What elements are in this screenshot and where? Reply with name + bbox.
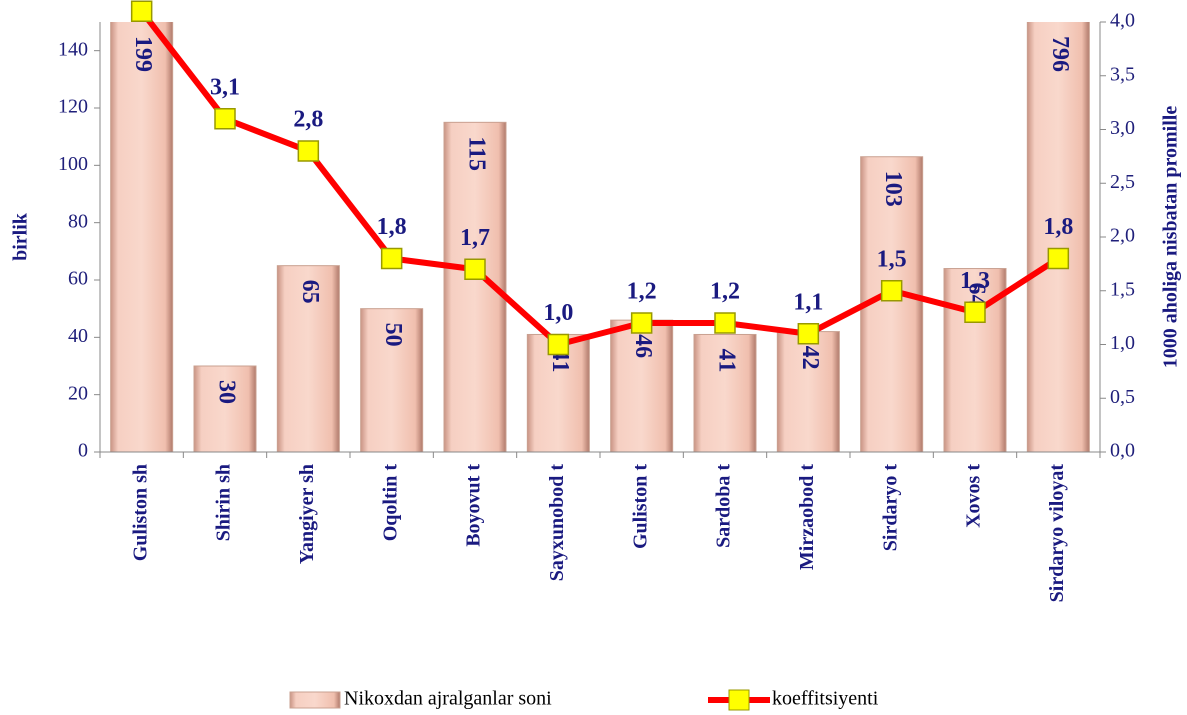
- bar-value-label: 42: [797, 346, 823, 370]
- line-marker: [1047, 247, 1070, 270]
- bar-value-label: 796: [1047, 36, 1073, 72]
- y-tick-label: 100: [58, 153, 88, 175]
- line-marker: [297, 140, 320, 162]
- bar: [110, 22, 174, 452]
- x-tick-label: Guliston t: [629, 464, 651, 549]
- line-value-label: 1,3: [960, 268, 990, 294]
- y-tick-label: 40: [68, 325, 88, 347]
- bar-value-label: 103: [880, 171, 906, 207]
- line-marker: [964, 301, 986, 323]
- bar-value-label: 65: [297, 280, 323, 304]
- bar-value-label: 115: [463, 136, 489, 171]
- x-tick-label: Sirdaryo t: [879, 464, 901, 552]
- y2-tick-label: 1,5: [1110, 278, 1135, 300]
- bar: [693, 333, 757, 452]
- line-marker: [880, 280, 903, 302]
- line-value-label: 1,7: [460, 225, 490, 251]
- legend-label: koeffitsiyenti: [772, 688, 879, 710]
- x-tick-label: Shirin sh: [213, 464, 235, 541]
- y2-tick-label: 3,0: [1110, 117, 1135, 139]
- y2-tick-label: 1,0: [1110, 332, 1135, 354]
- bar: [360, 308, 424, 452]
- line-value-label: 1,2: [627, 279, 657, 305]
- line-value-label: 1,5: [877, 246, 907, 272]
- line-marker: [797, 323, 820, 345]
- x-tick-label: Sardoba t: [713, 464, 735, 548]
- y-tick-label: 20: [68, 382, 88, 404]
- line-marker: [130, 0, 153, 22]
- legend-marker-swatch: [728, 689, 750, 711]
- line-marker: [714, 312, 736, 334]
- line-value-label: 2,8: [293, 107, 323, 133]
- y2-tick-label: 0,5: [1110, 386, 1135, 408]
- y-tick-label: 120: [58, 96, 88, 118]
- y-tick-label: 0: [78, 440, 88, 462]
- line-value-label: 1,2: [710, 279, 740, 305]
- line-marker: [464, 258, 486, 280]
- x-tick-label: Oqoltin t: [379, 464, 401, 542]
- bar-value-label: 41: [713, 348, 739, 372]
- y-axis-label: birlik: [10, 212, 32, 261]
- line-marker: [547, 333, 570, 356]
- legend-label: Nikoxdan ajralganlar soni: [344, 688, 552, 710]
- bar-value-label: 30: [213, 380, 239, 404]
- x-tick-label: Mirzaobod t: [796, 464, 818, 570]
- bar-group: [110, 22, 1090, 452]
- y-tick-label: 60: [68, 268, 88, 290]
- line-value-label: 1,8: [377, 214, 407, 240]
- legend-bar-swatch: [289, 691, 341, 709]
- bar: [776, 331, 840, 452]
- y2-tick-label: 3,5: [1110, 63, 1135, 85]
- line-marker: [380, 247, 403, 270]
- bar: [193, 365, 257, 452]
- line-marker: [214, 108, 236, 130]
- bar-value-label: 199: [130, 36, 156, 72]
- line-value-label: 1,1: [793, 289, 823, 315]
- y2-tick-label: 0,0: [1110, 440, 1135, 462]
- bar: [276, 265, 340, 452]
- x-tick-label: Xovos t: [963, 464, 985, 528]
- line: [139, 9, 1060, 348]
- bar-value-label: 46: [630, 334, 656, 358]
- line-value-label: 3,1: [210, 74, 240, 100]
- y2-tick-label: 4,0: [1110, 10, 1135, 32]
- y2-axis-label: 1000 aholiga nisbatan promille: [1160, 106, 1182, 369]
- x-tick-label: Sirdaryo viloyat: [1046, 464, 1068, 603]
- x-tick-label: Sayxunobod t: [546, 464, 568, 582]
- x-tick-label: Yangiyer sh: [296, 464, 318, 564]
- bar: [1026, 22, 1090, 452]
- line-marker: [630, 312, 653, 334]
- line-value-label: 1,8: [1043, 214, 1073, 240]
- line-value-label: 1,0: [543, 300, 573, 326]
- y2-tick-label: 2,0: [1110, 225, 1135, 247]
- y-tick-label: 140: [58, 38, 88, 60]
- y2-tick-label: 2,5: [1110, 171, 1135, 193]
- bar-value-label: 50: [380, 323, 406, 347]
- x-tick-label: Boyovut t: [463, 464, 485, 547]
- x-tick-label: Guliston sh: [129, 464, 151, 561]
- y-tick-label: 80: [68, 210, 88, 232]
